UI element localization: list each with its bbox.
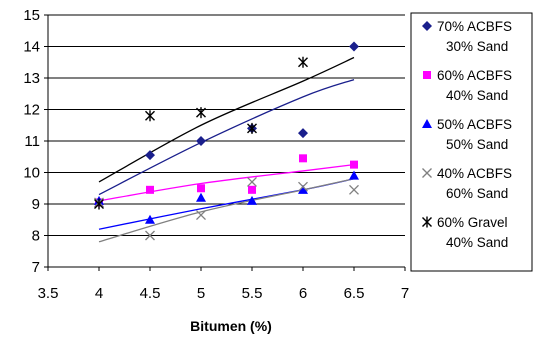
legend-marker-series-3	[422, 168, 432, 178]
y-tick-label: 15	[23, 7, 40, 24]
data-point-series-0	[349, 41, 359, 52]
y-tick-label: 9	[32, 196, 40, 213]
legend-marker-series-4	[422, 216, 432, 228]
x-tick-label: 5	[197, 285, 205, 302]
legend-label: 40% Sand	[446, 235, 508, 250]
axes	[44, 14, 406, 271]
y-tick-label: 14	[23, 39, 40, 56]
y-tick-label: 12	[23, 102, 40, 119]
data-point-series-4	[298, 56, 308, 68]
legend-marker-series-1	[423, 71, 431, 79]
x-tick-label: 3.5	[38, 285, 59, 302]
x-axis-label: Bitumen (%)	[190, 318, 272, 334]
data-point-series-3	[349, 184, 359, 195]
x-tick-label: 4	[95, 285, 103, 302]
trendline-series-0	[98, 78, 355, 196]
data-point-series-0	[145, 150, 155, 161]
x-tick-label: 4.5	[140, 285, 161, 302]
trendline-series-1	[98, 163, 355, 202]
legend-label: 60% Gravel	[437, 215, 508, 230]
data-point-series-4	[247, 122, 257, 134]
trendline-series-3	[98, 178, 355, 243]
trendline-series-4	[98, 56, 355, 183]
legend-box	[410, 12, 533, 272]
legend-label: 40% ACBFS	[437, 166, 512, 181]
data-point-series-4	[196, 107, 206, 119]
legend-marker-series-2	[422, 119, 432, 128]
y-tick-label: 13	[23, 70, 40, 87]
data-point-series-2	[349, 170, 359, 180]
x-tick-label: 6.5	[344, 285, 365, 302]
data-point-series-3	[298, 181, 308, 192]
data-point-series-2	[196, 192, 206, 202]
y-tick-label: 11	[24, 133, 40, 150]
y-tick-label: 7	[32, 259, 40, 276]
data-point-series-3	[247, 176, 257, 187]
data-point-series-1	[248, 185, 256, 194]
x-tick-label: 6	[299, 285, 307, 302]
data-point-series-2	[298, 184, 308, 194]
data-point-series-3	[145, 230, 155, 241]
legend-label: 50% ACBFS	[437, 117, 512, 132]
tick-labels: 7 8 9 10 11 12 13 14 15 3.5 4 4.5 5 5.5 6 6.5 7	[23, 7, 409, 302]
data-point-series-0	[196, 136, 206, 146]
data-point-series-2	[145, 214, 155, 224]
data-point-series-1	[146, 185, 154, 194]
grid-lines	[48, 14, 405, 268]
data-point-series-4	[94, 198, 104, 210]
legend-label: 50% Sand	[446, 137, 508, 152]
y-tick-label: 10	[23, 165, 40, 182]
data-point-series-2	[247, 195, 257, 205]
data-point-series-3	[196, 210, 206, 220]
plot-area	[94, 41, 359, 243]
data-point-series-1	[299, 154, 307, 163]
data-point-series-0	[298, 128, 308, 139]
data-point-series-4	[145, 110, 155, 122]
legend-label: 60% ACBFS	[437, 68, 512, 83]
legend-label: 30% Sand	[446, 39, 508, 54]
data-point-series-1	[197, 184, 205, 193]
legend-marker-series-0	[422, 21, 432, 31]
legend-label: 70% ACBFS	[437, 19, 512, 34]
legend: 70% ACBFS 30% Sand 60% ACBFS 40% Sand 50% AC…	[410, 12, 533, 272]
x-tick-label: 5.5	[242, 285, 263, 302]
legend-label: 40% Sand	[446, 88, 508, 103]
y-tick-label: 8	[32, 228, 40, 245]
legend-label: 60% Sand	[446, 186, 508, 201]
x-tick-label: 7	[401, 285, 409, 302]
data-point-series-1	[350, 160, 358, 169]
